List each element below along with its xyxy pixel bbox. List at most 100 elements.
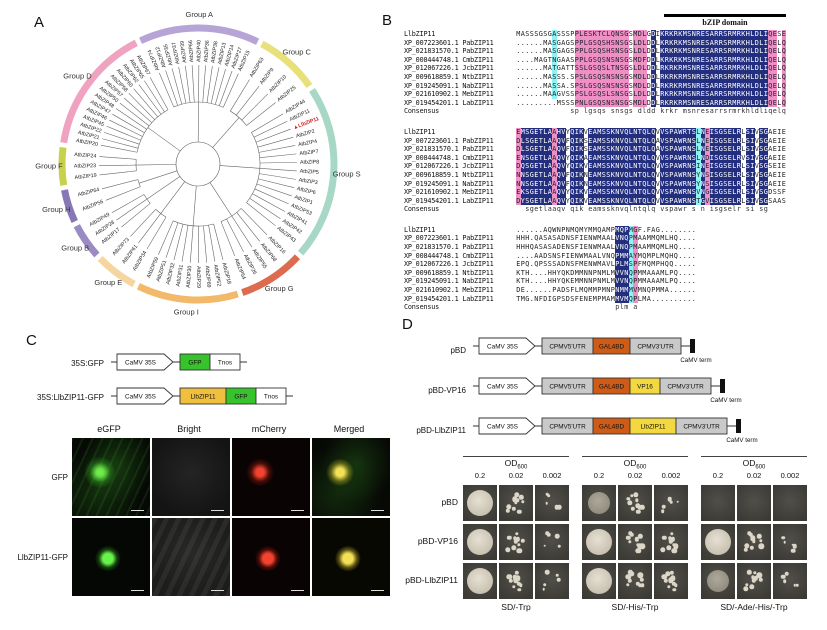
alignment-sequence: NNSGETLAAQVFQIKNEAMSSKNVQLNTQLQVVSPAWRNS…: [516, 170, 786, 180]
alignment-row: XP_019245091.1 NabZIP11 NNSGETLAAQVFQIKNE…: [404, 179, 822, 189]
panel-d-label: D: [402, 316, 413, 333]
tree-branch: [138, 84, 162, 115]
alignment-row: XP_008444748.1 CmbZIP11 ....MAGTNGAASPPLG…: [404, 55, 822, 65]
tree-branch: [165, 222, 179, 258]
colony-dot: [511, 496, 518, 503]
colony-dot: [506, 535, 512, 540]
colony-dot: [667, 585, 671, 589]
alignment-sequence: EMSGETLAAHVYQIKVEAMSSKNVQLNTQLQVVSPAWRTS…: [516, 127, 786, 137]
tree-connector-arc: [173, 101, 224, 108]
terminator-box: [690, 339, 695, 353]
alignment-block: LlbZIP11 ......AQWNPNMQMYMMQAMPMQPMGF.FAG…: [404, 225, 822, 312]
tree-branch: [116, 198, 148, 221]
tree-branch: [160, 181, 185, 214]
colony-dot: [667, 536, 672, 541]
colony-dot: [546, 494, 551, 498]
colony-dot: [625, 582, 630, 587]
alignment-row: XP_019454201.1 LabZIP11 .........MSSSPNLG…: [404, 98, 822, 108]
panel-b-sequence-alignment: B bZIP domain LlbZIP11 MASSSGSGASSSPPLESKT…: [382, 10, 822, 316]
od600-subscript: 600: [755, 464, 766, 471]
group-arc: [139, 24, 260, 45]
alignment-sequence: NNSGETLAAQVFQIKNEAMSSKNVQLNTQLQVVSPAWRNS…: [516, 179, 786, 189]
alignment-sequence: HHH.QASASADNSFIENWMAALVNQPMAAMMQMLHQ....: [516, 234, 696, 244]
tree-branch: [252, 193, 286, 212]
colony-blob: [467, 529, 493, 555]
gene-label: AtbZIP52: [212, 264, 222, 287]
micrograph-merged-diffuse: [312, 438, 390, 516]
tree-branch: [236, 85, 260, 116]
panel-b-label: B: [382, 12, 393, 29]
tree-branch: [259, 162, 297, 164]
yeast-spot-sparse: [773, 524, 807, 560]
sequence-name: XP_009618859.1 NtbZIP11: [404, 170, 494, 179]
plate-row: [701, 563, 807, 599]
yeast-spot-colonies: [618, 485, 652, 521]
panel-c-label: C: [26, 332, 37, 349]
colony-dot: [519, 583, 523, 588]
colony-dot: [512, 585, 516, 589]
construct-text: CPMV5'UTR: [549, 343, 586, 350]
colony-dot: [749, 535, 756, 542]
colony-dot: [743, 542, 750, 549]
group-label: Group D: [63, 71, 92, 80]
colony-dot: [513, 492, 520, 498]
microscopy-row: GFP: [12, 438, 390, 516]
colony-dot: [780, 574, 786, 579]
yeast-spot-confluent: [582, 524, 616, 560]
yeast-spot-colonies: [499, 485, 533, 521]
construct-text: LlbZIP11: [640, 423, 666, 430]
colony-dot: [636, 509, 641, 514]
group-label: Group G: [265, 284, 294, 293]
colony-dot: [637, 572, 644, 578]
colony-dot: [626, 500, 633, 506]
yeast-growth-assay: pBD pBD-VP16 pBD-LlbZIP11 OD600 0.2 0.02 0.002…: [396, 456, 824, 612]
colony-dot: [661, 504, 666, 509]
colony-dot: [638, 534, 643, 539]
alignment-sequence: DQSGETLAAQVYQIKVEAMSSKNVQLNTQLQVVSPAWRNS…: [516, 162, 786, 171]
group-label: Group I: [174, 308, 199, 317]
tree-branch: [249, 198, 281, 220]
gene-label: AtbZIP56: [82, 199, 105, 213]
construct-text: LlbZIP11: [190, 393, 216, 400]
gene-label: AtbZIP39: [180, 40, 189, 63]
bzip-domain-bar: bZIP domain: [664, 14, 786, 27]
assay-group: OD600 0.2 0.02 0.002 SD/-His/-Trp: [582, 456, 688, 612]
colony-dot: [513, 539, 519, 544]
microscopy-row-label: GFP: [51, 472, 68, 482]
yeast-spot-confluent: [582, 563, 616, 599]
colony-dot: [628, 571, 635, 577]
colony-dot: [784, 571, 789, 577]
colony-dot: [637, 505, 642, 510]
colony-dot: [515, 536, 521, 542]
yeast-spot-none: [737, 485, 771, 521]
sequence-name: XP_021831570.1 PabZIP11: [404, 47, 494, 56]
tree-branch: [149, 77, 169, 110]
gene-label: AtbZIP31: [175, 264, 184, 287]
colony-dot: [747, 570, 752, 575]
tree-branch: [209, 182, 233, 217]
gene-label: AtbZIP18: [220, 262, 231, 285]
colony-dot: [674, 583, 678, 588]
gene-label: AtbZIP36: [203, 40, 211, 63]
tree-branch: [258, 178, 295, 189]
colony-dot: [625, 535, 631, 540]
alignment-sequence: ......MATGATTSSLGSQSLTNSGSLDLDDLRKRKRMSN…: [516, 64, 786, 73]
alignment-sequence: ....MAGTNGAASPPLGSQSNSNSGSMDFDDLKRKRKMSN…: [516, 55, 786, 65]
microscopy-header-row: eGFP Bright mCherry Merged: [70, 424, 390, 434]
tree-branch: [99, 156, 137, 160]
colony-dot: [673, 543, 679, 550]
colony-dot: [758, 543, 765, 550]
construct-diagram: CaMV 35S GFP Tnos: [111, 353, 247, 371]
construct-diagram: CaMV 35S CPMV5'UTR GAL4BD LlbZIP11 CPMV3'UTR…: [473, 417, 758, 444]
alignment-row: XP_021831570.1 PabZIP11 DLSGETLAAQVFQIKSE…: [404, 145, 822, 154]
construct-text: VP16: [637, 383, 653, 390]
tree-branch: [102, 179, 139, 190]
colony-blob: [586, 568, 612, 594]
sequence-name: XP_021610902.1 MebZIP11: [404, 188, 494, 197]
tree-branch: [109, 119, 143, 137]
colony-dot: [542, 587, 546, 591]
colony-dot: [554, 505, 560, 510]
yeast-spot-none: [773, 485, 807, 521]
promoter-arrow: [478, 337, 536, 355]
alignment-sequence: ....AADSNSFIENWMAALVNQPMMAYMQMPLMQHQ....: [516, 251, 696, 261]
